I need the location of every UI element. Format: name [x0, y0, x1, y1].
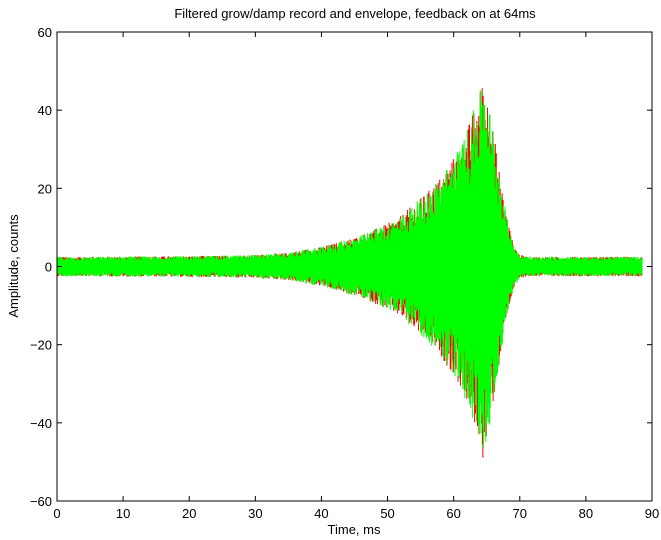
y-tick-label: 60 — [38, 25, 52, 40]
chart-title: Filtered grow/damp record and envelope, … — [174, 6, 536, 21]
series-layer — [57, 88, 643, 458]
x-axis: 0 10 20 30 40 50 60 70 80 90 — [53, 32, 659, 521]
x-tick-label: 80 — [579, 506, 593, 521]
x-tick-label: 50 — [380, 506, 394, 521]
y-axis: −60 −40 −20 0 20 40 60 — [30, 25, 652, 509]
y-tick-label: −40 — [30, 416, 52, 431]
y-tick-label: 20 — [38, 181, 52, 196]
y-axis-label: Amplitude, counts — [6, 214, 21, 318]
y-tick-label: 0 — [45, 260, 52, 275]
y-tick-label: −20 — [30, 338, 52, 353]
series-record — [57, 90, 643, 449]
y-tick-label: −60 — [30, 494, 52, 509]
y-tick-label: 40 — [38, 103, 52, 118]
x-tick-label: 30 — [248, 506, 262, 521]
x-tick-label: 60 — [446, 506, 460, 521]
x-tick-label: 90 — [645, 506, 659, 521]
x-tick-label: 20 — [182, 506, 196, 521]
x-tick-label: 0 — [53, 506, 60, 521]
x-axis-label: Time, ms — [328, 522, 381, 537]
x-tick-label: 40 — [314, 506, 328, 521]
x-tick-label: 10 — [116, 506, 130, 521]
x-tick-label: 70 — [513, 506, 527, 521]
